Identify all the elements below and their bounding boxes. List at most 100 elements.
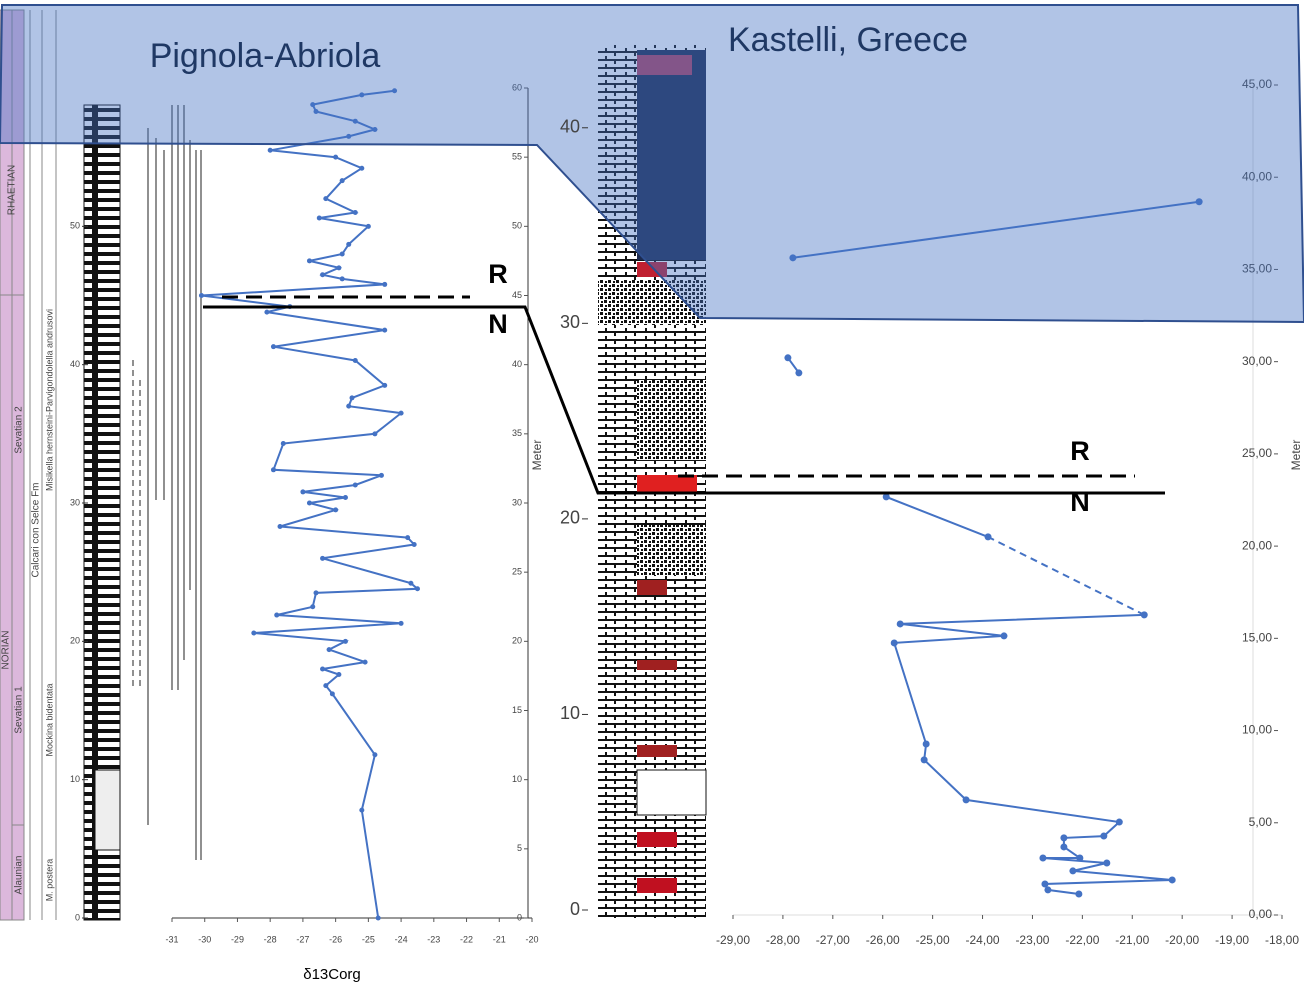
- boundary-label: N: [488, 309, 508, 339]
- x-tick-label: -28,00: [766, 933, 800, 947]
- range-lines: [133, 105, 201, 860]
- stage-label: RHAETIAN: [7, 165, 18, 216]
- x-axis-title: δ13Corg: [303, 966, 361, 983]
- x-tick-label: -26: [329, 934, 342, 944]
- y2-tick-label: 40: [70, 359, 80, 369]
- x-tick-label: -22,00: [1065, 933, 1099, 947]
- data-point: [372, 752, 377, 757]
- data-point: [251, 631, 256, 636]
- data-point: [307, 258, 312, 263]
- y-tick-label: 30: [512, 497, 522, 507]
- y-tick-label: 10,00: [1242, 723, 1272, 737]
- y-tick-label: 25,00: [1242, 446, 1272, 460]
- data-point: [1116, 819, 1123, 826]
- data-point: [921, 756, 928, 763]
- boundary-label: N: [1070, 487, 1090, 517]
- data-point: [376, 916, 381, 921]
- figure: -31-30-29-28-27-26-25-24-23-22-21-200510…: [0, 0, 1304, 987]
- data-point: [281, 441, 286, 446]
- data-point: [274, 613, 279, 618]
- data-point: [317, 216, 322, 221]
- x-tick-label: -23,00: [1015, 933, 1049, 947]
- data-point: [278, 524, 283, 529]
- y2-tick-label: 0: [570, 899, 580, 919]
- x-tick-label: -21: [493, 934, 506, 944]
- data-point: [330, 691, 335, 696]
- lithology: [637, 660, 677, 670]
- data-point: [340, 276, 345, 281]
- lithology: [637, 878, 677, 893]
- data-point: [323, 196, 328, 201]
- y-tick-label: 15,00: [1242, 631, 1272, 645]
- y-tick-label: 20: [512, 636, 522, 646]
- y-tick-label: 10: [512, 774, 522, 784]
- data-point: [271, 344, 276, 349]
- y2-tick-label: 30: [70, 497, 80, 507]
- x-tick-label: -29: [231, 934, 244, 944]
- data-point: [271, 467, 276, 472]
- y-tick-label: 20,00: [1242, 538, 1272, 552]
- data-point: [310, 604, 315, 609]
- data-point: [1103, 859, 1110, 866]
- formation-label: Calcari con Selce Fm: [31, 482, 42, 577]
- x-tick-label: -20: [525, 934, 538, 944]
- data-point: [333, 507, 338, 512]
- data-point: [1060, 843, 1067, 850]
- data-point: [320, 272, 325, 277]
- y-axis-title: Meter: [1289, 440, 1303, 471]
- x-tick-label: -20,00: [1165, 933, 1199, 947]
- data-point: [353, 358, 358, 363]
- zone-label: M. postera: [44, 859, 54, 902]
- data-point: [323, 683, 328, 688]
- y2-tick-label: 20: [70, 636, 80, 646]
- data-point: [1041, 881, 1048, 888]
- series-line: [988, 537, 1144, 615]
- y-tick-label: 5,00: [1249, 815, 1273, 829]
- data-point: [268, 148, 273, 153]
- data-point: [412, 542, 417, 547]
- y2-tick-label: 10: [560, 703, 580, 723]
- data-point: [343, 639, 348, 644]
- data-point: [346, 242, 351, 247]
- zone-label: Misikella hernsteini-Parvigondolella and…: [44, 309, 54, 491]
- lithology: [637, 525, 706, 575]
- data-point: [399, 621, 404, 626]
- data-point: [333, 155, 338, 160]
- y2-tick-label: 20: [560, 508, 580, 528]
- data-point: [340, 178, 345, 183]
- x-tick-label: -25,00: [916, 933, 950, 947]
- data-point: [314, 590, 319, 595]
- data-point: [1001, 632, 1008, 639]
- x-tick-label: -27,00: [816, 933, 850, 947]
- y-tick-label: 0: [517, 912, 522, 922]
- data-point: [1169, 876, 1176, 883]
- y2-tick-label: 0: [75, 912, 80, 922]
- x-tick-label: -19,00: [1215, 933, 1249, 947]
- pignola-column: [0, 10, 201, 920]
- y2-tick-label: 10: [70, 774, 80, 784]
- lithology: [637, 380, 706, 460]
- y2-tick-label: 40: [560, 117, 580, 137]
- y-axis-title: Meter: [530, 440, 544, 471]
- lithology: [637, 580, 667, 595]
- data-point: [923, 741, 930, 748]
- x-tick-label: -27: [296, 934, 309, 944]
- y-tick-label: 25: [512, 567, 522, 577]
- boundary-label: R: [488, 259, 508, 289]
- zone-label: Mockina bidentata: [44, 683, 54, 756]
- data-point: [336, 672, 341, 677]
- data-point: [359, 808, 364, 813]
- data-point: [382, 383, 387, 388]
- site-title: Kastelli, Greece: [728, 21, 968, 59]
- data-point: [415, 586, 420, 591]
- lithology: [637, 475, 697, 493]
- y-tick-label: 0,00: [1249, 907, 1273, 921]
- x-tick-label: -21,00: [1115, 933, 1149, 947]
- x-tick-label: -29,00: [716, 933, 750, 947]
- data-point: [343, 495, 348, 500]
- y-tick-label: 45: [512, 290, 522, 300]
- substage-label: Alaunian: [14, 856, 25, 895]
- data-point: [320, 667, 325, 672]
- y-tick-label: 35: [512, 428, 522, 438]
- data-point: [346, 404, 351, 409]
